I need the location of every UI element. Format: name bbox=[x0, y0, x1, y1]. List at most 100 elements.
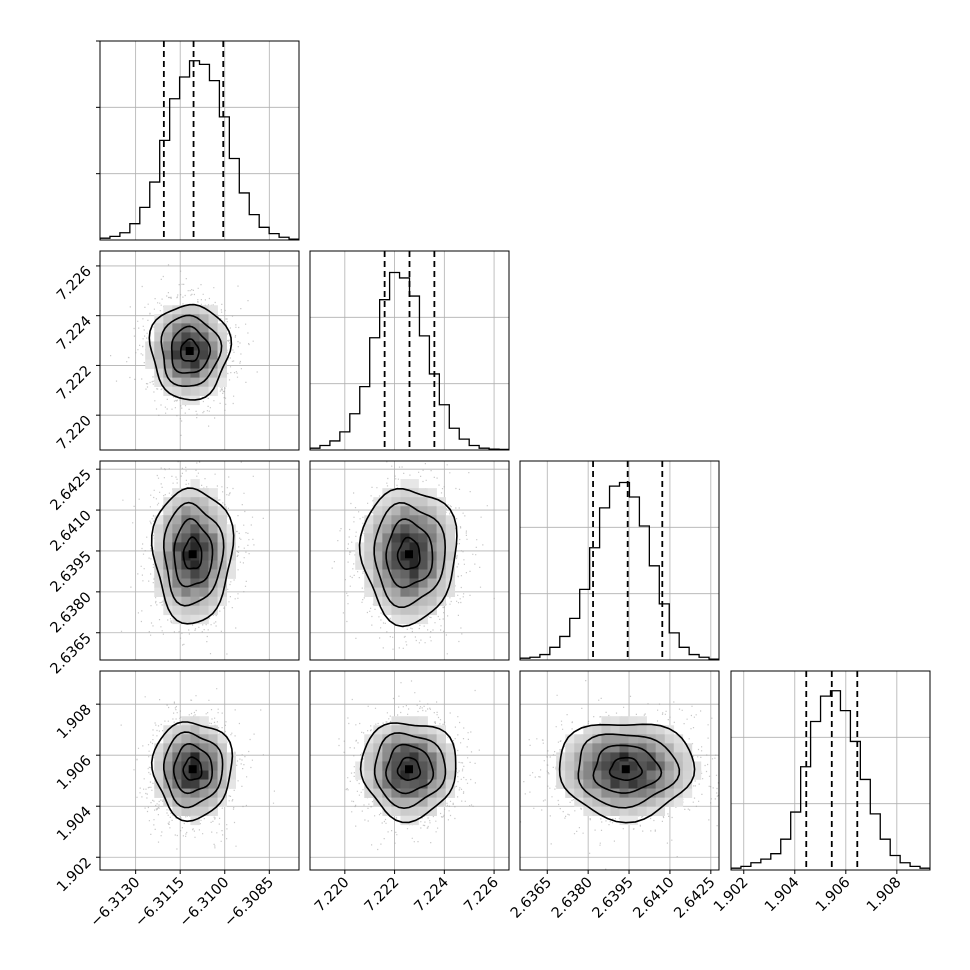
density-cell bbox=[208, 578, 218, 588]
density-cell bbox=[427, 770, 437, 780]
density-cell bbox=[172, 497, 182, 507]
density-cell bbox=[190, 305, 200, 315]
density-cell bbox=[154, 761, 164, 771]
density-cell bbox=[364, 551, 374, 561]
density-cell bbox=[556, 779, 566, 789]
density-cell bbox=[400, 815, 410, 826]
density-cell bbox=[391, 560, 401, 570]
density-cell bbox=[556, 761, 566, 771]
density-cell bbox=[373, 578, 383, 588]
density-cell bbox=[364, 578, 374, 588]
density-cell bbox=[583, 797, 593, 807]
density-cell bbox=[364, 515, 374, 525]
density-cell bbox=[217, 797, 227, 807]
density-cell bbox=[418, 743, 428, 753]
density-cell bbox=[418, 605, 428, 616]
density-panel-0-1 bbox=[99, 250, 300, 451]
density-cell bbox=[583, 725, 593, 735]
density-cell bbox=[154, 368, 164, 378]
x-tick-label: 7.224 bbox=[411, 875, 452, 916]
density-cell bbox=[637, 779, 647, 789]
contour-line bbox=[170, 325, 212, 374]
density-cell bbox=[190, 614, 200, 625]
density-cell bbox=[646, 761, 656, 771]
density-cell bbox=[181, 533, 191, 543]
density-cell bbox=[391, 752, 401, 762]
y-tick-label: 1.906 bbox=[54, 753, 95, 794]
density-cell bbox=[418, 725, 428, 735]
density-cell bbox=[409, 479, 419, 489]
density-cell bbox=[619, 734, 629, 744]
density-cell bbox=[610, 788, 620, 798]
density-cell bbox=[391, 761, 401, 771]
density-cell bbox=[199, 506, 209, 516]
density-cell bbox=[163, 551, 173, 561]
density-cell bbox=[373, 752, 383, 762]
y-tick-label: 7.222 bbox=[54, 363, 95, 404]
density-cell bbox=[364, 587, 374, 597]
density-cell bbox=[409, 752, 419, 762]
density-cell bbox=[154, 788, 164, 798]
density-cell bbox=[163, 515, 173, 525]
density-cell bbox=[382, 779, 392, 789]
density-cell bbox=[208, 305, 218, 315]
density-cell bbox=[391, 797, 401, 807]
panel-frame bbox=[730, 670, 931, 871]
density-cell bbox=[382, 788, 392, 798]
density-cell bbox=[391, 569, 401, 579]
density-cell bbox=[427, 797, 437, 807]
density-cell bbox=[574, 752, 584, 762]
density-cell bbox=[409, 716, 419, 726]
density-cell bbox=[574, 743, 584, 753]
density-cell bbox=[172, 560, 182, 570]
x-tick-label: 2.6410 bbox=[631, 875, 678, 922]
density-panel-0-3 bbox=[99, 670, 300, 871]
density-cell bbox=[208, 551, 218, 561]
density-cell bbox=[373, 743, 383, 753]
density-cell bbox=[163, 533, 173, 543]
hist-panel-0 bbox=[96, 40, 300, 241]
density-cell bbox=[172, 323, 182, 333]
density-cell bbox=[373, 533, 383, 543]
density-cell bbox=[181, 569, 191, 579]
density-cell bbox=[208, 734, 218, 744]
density-cell bbox=[154, 551, 164, 561]
density-cell bbox=[418, 716, 428, 726]
density-cell bbox=[673, 743, 684, 753]
density-cell bbox=[190, 359, 200, 369]
density-cell bbox=[418, 596, 428, 607]
density-cell bbox=[208, 569, 218, 579]
density-cell bbox=[154, 587, 164, 597]
density-cell bbox=[181, 305, 191, 315]
density-cell bbox=[565, 734, 575, 744]
density-cell bbox=[163, 560, 173, 570]
density-cell bbox=[190, 341, 200, 351]
density-cell bbox=[409, 761, 419, 771]
density-cell bbox=[391, 596, 401, 607]
density-cell bbox=[673, 779, 684, 789]
density-cell bbox=[199, 752, 209, 762]
density-cell bbox=[364, 560, 374, 570]
density-cell bbox=[391, 734, 401, 744]
density-cell bbox=[400, 479, 410, 489]
density-cell bbox=[409, 605, 419, 616]
density-cell bbox=[163, 305, 173, 315]
density-cell bbox=[226, 542, 236, 552]
hist-panel-1 bbox=[309, 250, 510, 451]
density-cell bbox=[190, 734, 200, 744]
density-cell bbox=[172, 341, 182, 351]
density-cell bbox=[190, 506, 200, 516]
density-cell bbox=[172, 332, 182, 342]
density-cell bbox=[400, 524, 410, 534]
density-cell bbox=[172, 386, 182, 397]
density-cell bbox=[436, 515, 446, 525]
density-cell bbox=[391, 614, 401, 625]
density-content bbox=[100, 461, 299, 660]
density-cell bbox=[181, 578, 191, 588]
density-cell bbox=[145, 350, 155, 360]
density-cell bbox=[163, 788, 173, 798]
panel-frame bbox=[99, 670, 300, 871]
density-cell bbox=[382, 587, 392, 597]
density-cell bbox=[427, 734, 437, 744]
